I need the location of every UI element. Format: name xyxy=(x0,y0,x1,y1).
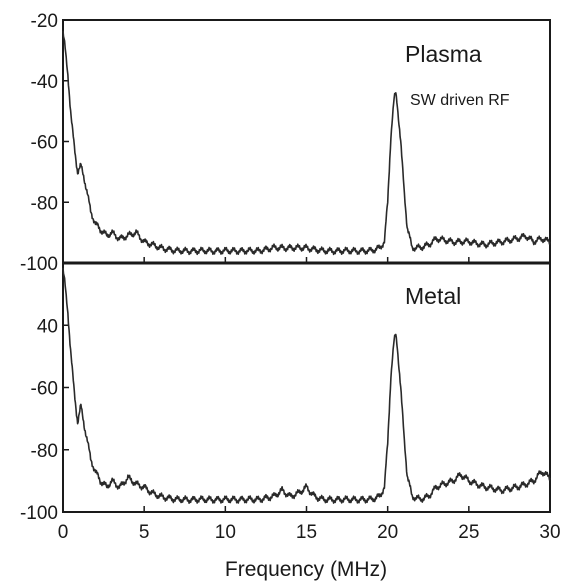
x-tick-label: 0 xyxy=(58,522,69,543)
y-tick-label: -80 xyxy=(31,441,58,462)
x-axis-label: Frequency (MHz) xyxy=(225,558,387,581)
y-tick-label: 40 xyxy=(37,316,58,337)
plasma-panel: -20 -40 -60 -80 -100 Plasma SW driven RF xyxy=(20,11,551,275)
plasma-annotation: Plasma xyxy=(405,41,482,67)
sw-driven-rf-annotation: SW driven RF xyxy=(410,92,510,109)
y-tick-label: -100 xyxy=(20,503,58,524)
y-tick-label: -60 xyxy=(31,379,58,400)
x-tick-label: 20 xyxy=(377,522,398,543)
x-tick-label: 15 xyxy=(296,522,317,543)
x-tick-label: 30 xyxy=(539,522,560,543)
metal-spectrum-line xyxy=(62,267,551,504)
x-tick-label: 10 xyxy=(215,522,236,543)
y-tick-label: -40 xyxy=(31,72,58,93)
metal-annotation: Metal xyxy=(405,283,461,309)
x-tick-label: 25 xyxy=(458,522,479,543)
y-tick-label: -20 xyxy=(31,11,58,32)
plasma-y-axis: -20 -40 -60 -80 -100 xyxy=(20,11,69,275)
metal-y-axis: 40 -60 -80 -100 xyxy=(20,316,69,524)
x-tick-label: 5 xyxy=(139,522,150,543)
metal-plot-frame xyxy=(62,262,551,513)
y-tick-label: -80 xyxy=(31,193,58,214)
metal-x-axis: 0 5 10 15 20 25 30 xyxy=(58,506,561,543)
y-tick-label: -60 xyxy=(31,133,58,154)
y-tick-label: -100 xyxy=(20,254,58,275)
metal-panel: 40 -60 -80 -100 0 5 10 15 20 25 30 Metal Frequenc… xyxy=(20,262,561,581)
plasma-spectrum-line xyxy=(62,30,551,256)
